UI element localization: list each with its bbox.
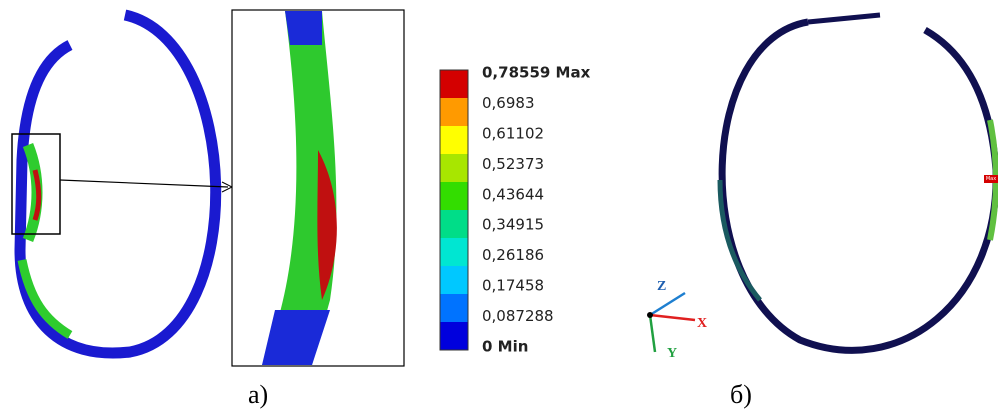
legend-label: 0,52373 [482,155,544,173]
legend-label: 0,17458 [482,277,544,295]
axis-y: Y [667,346,677,361]
legend-swatch [440,266,468,294]
legend-label: 0,34915 [482,216,544,234]
page: {"legend": {"labels": ["0,78559 Max", "0… [0,0,998,416]
legend-label: 0,61102 [482,124,544,142]
axis-z: Z [657,279,666,294]
axis-x: X [697,316,707,331]
legend-label: 0,6983 [482,94,535,112]
legend-swatch [440,238,468,266]
ring-b [720,15,996,350]
legend-swatch [440,98,468,126]
axis-triad: Z X Y [647,279,707,361]
caption-a: а) [248,380,268,409]
legend-swatch [440,70,468,98]
legend-swatch [440,294,468,322]
legend-swatch [440,182,468,210]
figure: 0,78559 Max 0,6983 0,61102 0,52373 0,43644 0,… [0,0,998,416]
max-label: Max [986,176,996,182]
legend-swatch [440,210,468,238]
legend-swatch [440,322,468,350]
legend-label: 0,78559 Max [482,64,591,82]
zoom-arrow [60,180,228,187]
legend-swatch [440,154,468,182]
legend-label: 0,43644 [482,185,544,203]
caption-b: б) [730,380,752,409]
legend-label: 0 Min [482,338,528,356]
ring-a [20,15,216,353]
legend-label: 0,26186 [482,246,544,264]
legend: 0,78559 Max 0,6983 0,61102 0,52373 0,43644 0,… [440,64,591,356]
legend-label: 0,087288 [482,307,554,325]
legend-swatch [440,126,468,154]
